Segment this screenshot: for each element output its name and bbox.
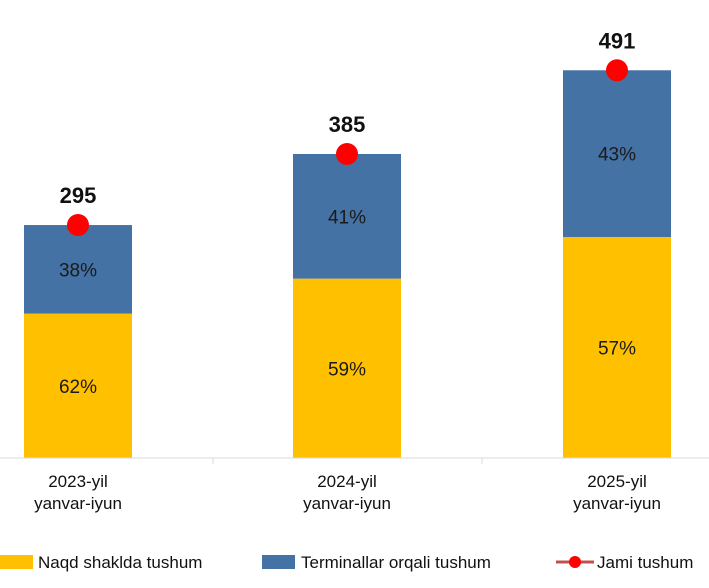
label-cash-0: 62%: [59, 377, 97, 398]
label-terminal-2: 43%: [598, 145, 636, 166]
bar-terminal-1: [293, 153, 401, 279]
legend-label-terminal: Terminallar orqali tushum: [301, 553, 491, 572]
category-label-1-0: 2024-yil: [317, 472, 377, 491]
total-label-2: 491: [599, 28, 636, 53]
label-terminal-1: 41%: [328, 207, 366, 228]
category-label-0-0: 2023-yil: [48, 472, 108, 491]
category-label-1-1: yanvar-iyun: [303, 494, 391, 513]
legend-swatch-cash: [0, 555, 33, 569]
total-marker-1: [336, 142, 358, 165]
label-cash-2: 57%: [598, 338, 636, 359]
legend-marker-total: [569, 556, 581, 568]
category-label-2-1: yanvar-iyun: [573, 494, 661, 513]
legend-label-cash: Naqd shaklda tushum: [38, 553, 202, 572]
total-marker-0: [67, 214, 89, 237]
legend: Naqd shaklda tushum Terminallar orqali tu…: [0, 553, 693, 572]
bar-cash-1: [293, 278, 401, 458]
x-axis: 2023-yil yanvar-iyun 2024-yil yanvar-iyun 20…: [0, 457, 709, 513]
label-cash-1: 59%: [328, 359, 366, 380]
category-label-0-1: yanvar-iyun: [34, 494, 122, 513]
bar-terminal-0: [24, 225, 132, 314]
legend-swatch-terminal: [262, 555, 295, 569]
category-label-2-0: 2025-yil: [587, 472, 647, 491]
bars-layer: 62% 38% 59% 41% 57% 43%: [24, 70, 671, 458]
legend-label-total: Jami tushum: [597, 553, 693, 572]
total-label-0: 295: [60, 183, 97, 208]
total-label-1: 385: [329, 112, 366, 137]
bar-cash-0: [24, 313, 132, 458]
total-marker-2: [606, 59, 628, 82]
total-markers-layer: 295 385 491: [60, 28, 636, 237]
bar-terminal-2: [563, 70, 671, 237]
bar-cash-2: [563, 236, 671, 458]
label-terminal-0: 38%: [59, 260, 97, 281]
